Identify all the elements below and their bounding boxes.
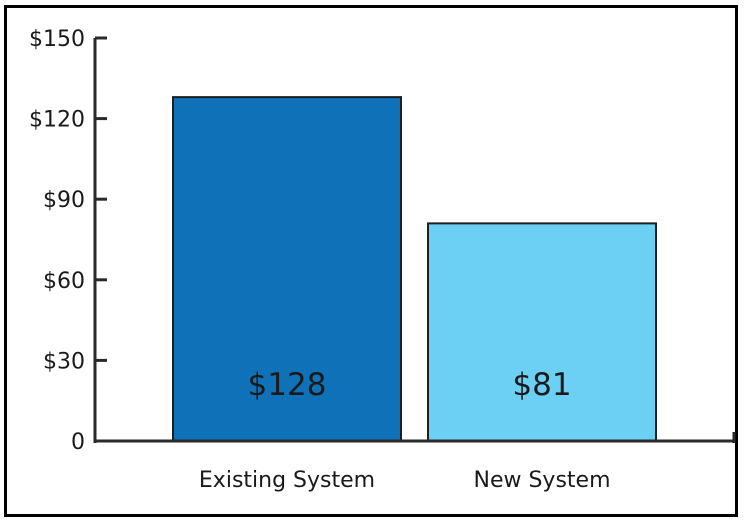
x-category-label: Existing System: [199, 468, 375, 493]
bar-value-label: $81: [512, 367, 571, 403]
bar-value-label: $128: [248, 367, 327, 403]
bars-layer: [172, 96, 657, 443]
axis-layer: [93, 38, 736, 443]
y-tick-label: 0: [71, 430, 85, 455]
y-tick-label: $60: [43, 269, 85, 294]
x-category-label: New System: [473, 468, 610, 493]
y-ticks-layer: 0 $30 $60 $90 $120 $150: [29, 27, 107, 455]
y-tick-label: $30: [43, 349, 85, 374]
bar: [172, 96, 402, 443]
bar: [427, 222, 657, 442]
y-tick-label: $150: [29, 27, 85, 52]
y-tick-label: $90: [43, 188, 85, 213]
labels-layer: $128 Existing System $81 New System: [199, 367, 611, 493]
y-tick-label: $120: [29, 108, 85, 133]
